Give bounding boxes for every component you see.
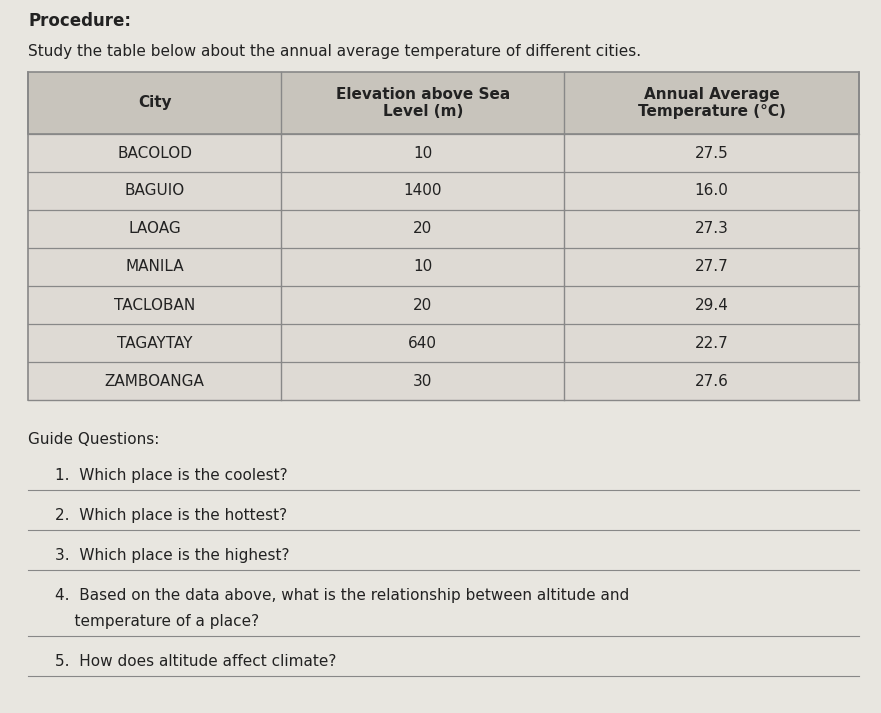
- Text: BACOLOD: BACOLOD: [117, 145, 192, 160]
- Text: 20: 20: [413, 222, 433, 237]
- Text: Annual Average
Temperature (°C): Annual Average Temperature (°C): [638, 87, 786, 119]
- Bar: [28, 210, 859, 248]
- Text: 27.3: 27.3: [694, 222, 729, 237]
- Text: temperature of a place?: temperature of a place?: [55, 614, 259, 629]
- Bar: [28, 72, 859, 134]
- Text: LAOAG: LAOAG: [129, 222, 181, 237]
- Text: Elevation above Sea
Level (m): Elevation above Sea Level (m): [336, 87, 510, 119]
- Text: 22.7: 22.7: [694, 336, 729, 351]
- Bar: [28, 172, 859, 210]
- Text: 27.6: 27.6: [694, 374, 729, 389]
- Text: TACLOBAN: TACLOBAN: [115, 297, 196, 312]
- Text: BAGUIO: BAGUIO: [124, 183, 185, 198]
- Bar: [28, 248, 859, 286]
- Bar: [28, 324, 859, 362]
- Text: Study the table below about the annual average temperature of different cities.: Study the table below about the annual a…: [28, 44, 641, 59]
- Bar: [28, 72, 859, 134]
- Bar: [28, 286, 859, 324]
- Text: 10: 10: [413, 260, 433, 275]
- Text: 16.0: 16.0: [694, 183, 729, 198]
- Text: 2.  Which place is the hottest?: 2. Which place is the hottest?: [55, 508, 287, 523]
- Text: 1.  Which place is the coolest?: 1. Which place is the coolest?: [55, 468, 287, 483]
- Text: ZAMBOANGA: ZAMBOANGA: [105, 374, 204, 389]
- Text: 20: 20: [413, 297, 433, 312]
- Text: 4.  Based on the data above, what is the relationship between altitude and: 4. Based on the data above, what is the …: [55, 588, 629, 603]
- Text: 5.  How does altitude affect climate?: 5. How does altitude affect climate?: [55, 654, 337, 669]
- Bar: [28, 362, 859, 400]
- Text: Procedure:: Procedure:: [28, 12, 131, 30]
- Text: 29.4: 29.4: [694, 297, 729, 312]
- Text: 10: 10: [413, 145, 433, 160]
- Text: Guide Questions:: Guide Questions:: [28, 432, 159, 447]
- Text: 27.5: 27.5: [694, 145, 729, 160]
- Text: MANILA: MANILA: [125, 260, 184, 275]
- Bar: [28, 134, 859, 172]
- Text: 1400: 1400: [403, 183, 442, 198]
- Text: City: City: [138, 96, 172, 111]
- Text: 3.  Which place is the highest?: 3. Which place is the highest?: [55, 548, 290, 563]
- Text: 640: 640: [408, 336, 437, 351]
- Text: 30: 30: [413, 374, 433, 389]
- Text: TAGAYTAY: TAGAYTAY: [117, 336, 192, 351]
- Text: 27.7: 27.7: [694, 260, 729, 275]
